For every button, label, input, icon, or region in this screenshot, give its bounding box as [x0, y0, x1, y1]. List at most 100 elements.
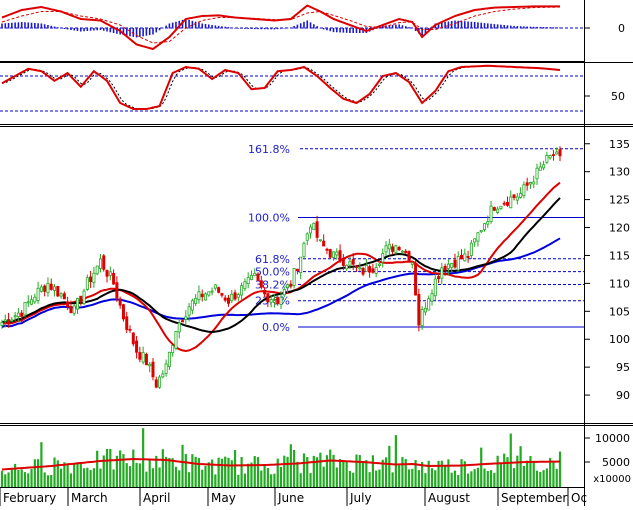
candle-body [332, 251, 336, 258]
candle-body [463, 253, 467, 262]
candle-body [266, 293, 270, 303]
volume-bar [319, 452, 322, 487]
volume-bar [214, 474, 217, 487]
volume-bar [138, 463, 141, 487]
candle-body [423, 307, 427, 313]
volume-bar [394, 435, 397, 487]
candle-body [187, 306, 191, 316]
candle-body [328, 249, 332, 258]
price-tick-label: 95 [616, 361, 630, 374]
candle-body [525, 182, 529, 186]
candle-body [79, 295, 83, 303]
volume-bar [53, 457, 56, 487]
volume-bar [384, 457, 388, 487]
candle-body [269, 299, 273, 303]
volume-bar [171, 458, 174, 487]
volume-bar [119, 450, 122, 487]
candle-body [509, 196, 513, 209]
volume-bar [414, 460, 417, 487]
volume-bar [17, 469, 20, 487]
volume-bar [302, 453, 306, 487]
volume-bar [220, 458, 224, 487]
volume-bar [555, 468, 558, 487]
volume-bar [266, 468, 269, 487]
month-label: August [428, 491, 470, 505]
fib-label-3: 50.0% [255, 266, 290, 279]
candle-body [354, 265, 358, 268]
candle-body [233, 292, 237, 300]
volume-bar [96, 450, 99, 487]
volume-bar [352, 472, 355, 487]
candle-body [240, 285, 244, 296]
candle-body [502, 202, 506, 205]
candle-body [394, 245, 398, 253]
volume-bar [329, 449, 332, 487]
volume-bar [289, 444, 292, 487]
volume-bar [30, 468, 33, 487]
candle-body [289, 283, 293, 287]
candle-body [85, 277, 89, 290]
volume-bar [325, 455, 329, 487]
fib-label-2: 61.8% [255, 253, 290, 266]
volume-bar [155, 455, 158, 487]
candle-body [138, 352, 142, 360]
volume-bar [434, 470, 437, 487]
candle-body [95, 265, 99, 275]
volume-bar [335, 467, 338, 487]
candle-body [473, 238, 477, 243]
month-label: Oc [571, 491, 587, 505]
candle-body [217, 287, 221, 293]
candle-body [364, 264, 368, 272]
candle-body [210, 290, 214, 293]
volume-bar [378, 469, 381, 487]
candle-body [259, 280, 263, 288]
candle-body [528, 182, 532, 185]
macd-signal-line [1, 6, 561, 44]
volume-bar [279, 466, 283, 487]
y-axis-labels: 90 95 100 105 110 115 120 125 130 135 0 50 10000 5000… [584, 22, 631, 485]
volume-bar [535, 470, 539, 487]
volume-bar [125, 463, 128, 487]
price-tick-label: 110 [609, 277, 630, 290]
candle-body [194, 297, 198, 305]
candle-body [10, 319, 14, 322]
price-tick-label: 120 [609, 222, 630, 235]
volume-bar [50, 474, 53, 487]
candle-body [417, 293, 421, 326]
price-tick-label: 90 [616, 389, 630, 402]
volume-bar [361, 462, 365, 487]
candle-body [348, 260, 352, 266]
candle-body [440, 267, 444, 279]
volume-bar [558, 451, 562, 487]
volume-bar [10, 468, 13, 487]
volume-bar [417, 470, 420, 487]
volume-bar [158, 467, 161, 487]
candle-body [410, 262, 414, 265]
volume-bar [148, 458, 151, 487]
volume-bar [293, 449, 296, 487]
volume-bar [135, 462, 138, 487]
volume-bar [168, 457, 171, 487]
candle-body [98, 258, 102, 269]
candle-body [197, 291, 201, 301]
volume-bar [545, 468, 548, 487]
candle-body [69, 306, 73, 314]
candle-body [226, 297, 230, 304]
volume-panel [0, 428, 562, 487]
candle-body [82, 290, 86, 304]
volume-bar [161, 449, 164, 487]
volume-bar [447, 459, 450, 487]
candle-body [36, 287, 40, 301]
candle-body [542, 164, 546, 169]
fib-label-1: 100.0% [248, 211, 290, 224]
candle-body [391, 246, 395, 252]
candle-body [72, 305, 76, 314]
volume-bar [539, 471, 542, 487]
candle-body [89, 276, 93, 283]
candle-body [253, 272, 257, 277]
candle-body [0, 322, 4, 326]
candle-body [115, 282, 119, 299]
volume-bar [82, 468, 86, 487]
